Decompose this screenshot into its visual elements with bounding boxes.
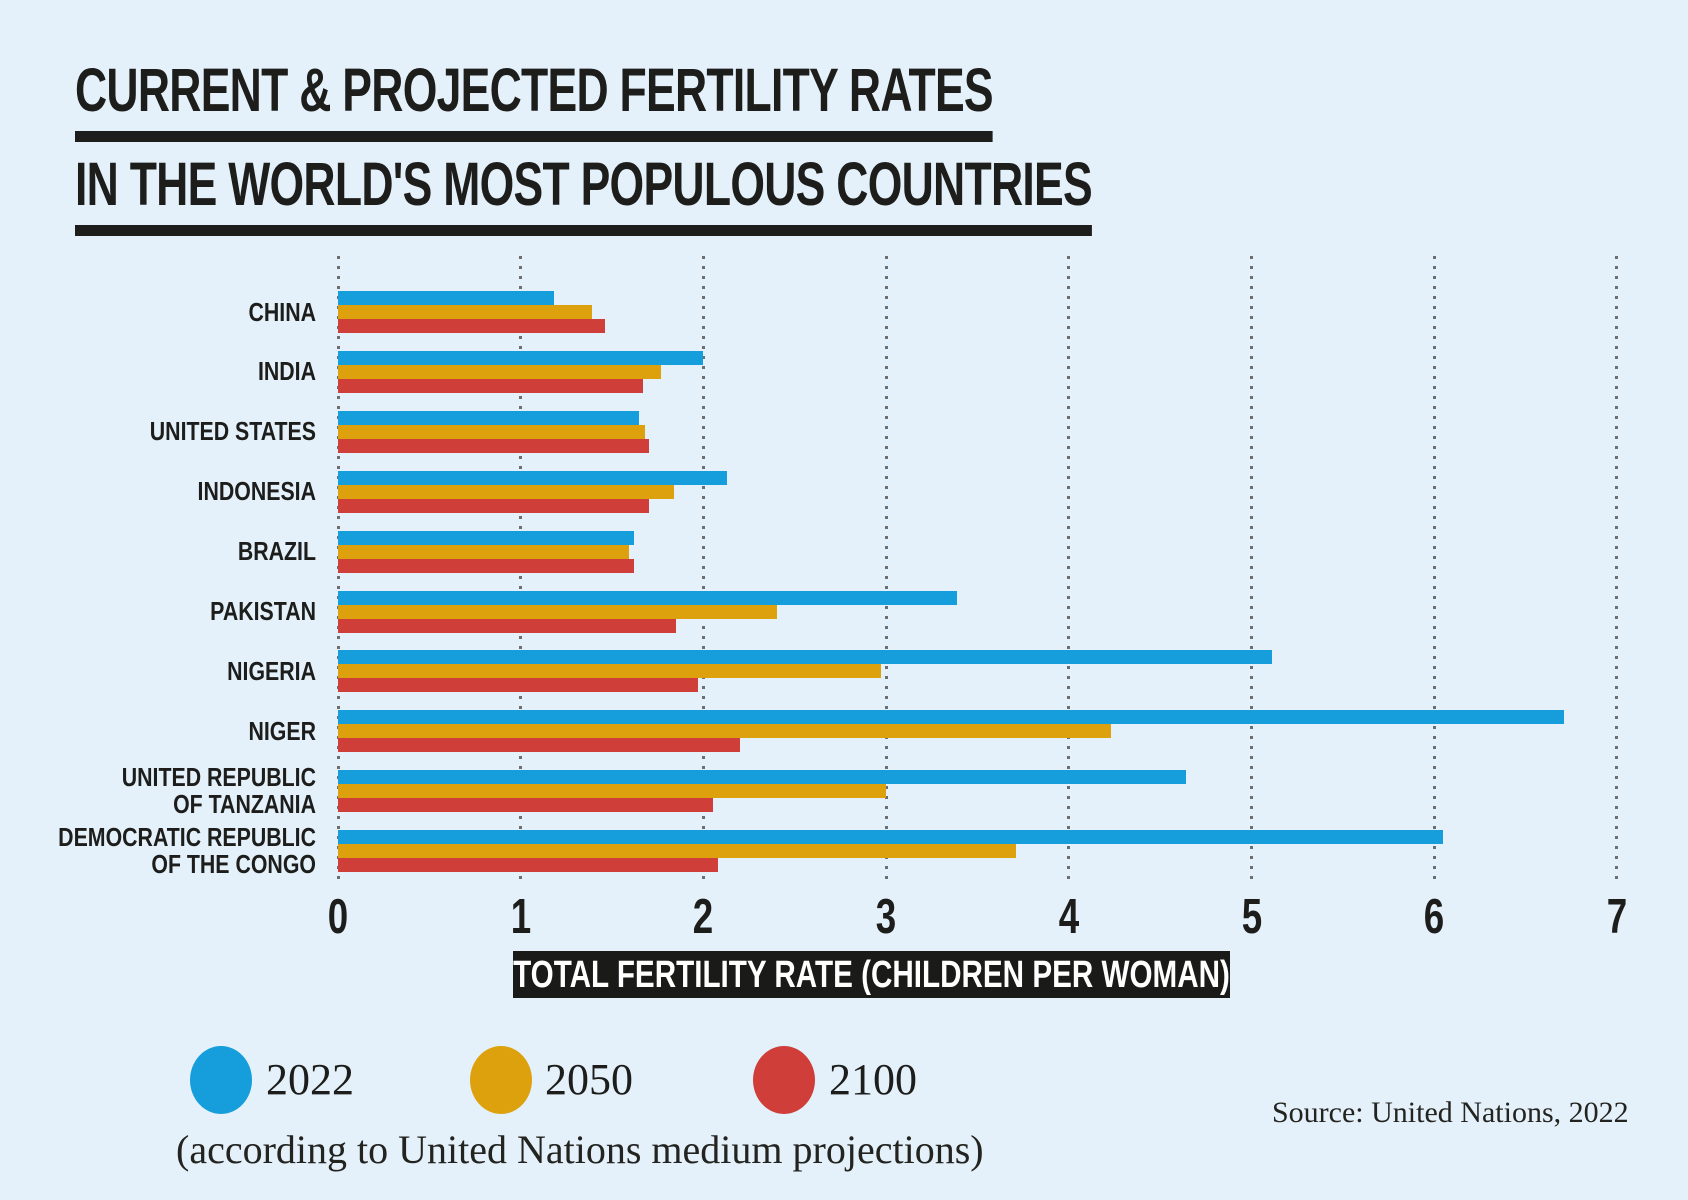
bar-2050-nigeria: [338, 664, 881, 679]
bar-2100-democratic-republic-of-the-congo: [338, 858, 719, 873]
bar-2100-united-states: [338, 438, 649, 453]
country-label-china: CHINA: [248, 296, 316, 327]
bar-2050-niger: [338, 724, 1111, 739]
title-block: CURRENT & PROJECTED FERTILITY RATES IN T…: [75, 60, 1468, 248]
bar-2022-pakistan: [338, 590, 958, 605]
x-tick-1: 1: [510, 890, 531, 944]
legend-dot-2022: [190, 1046, 252, 1114]
bar-2100-pakistan: [338, 618, 676, 633]
bar-2100-nigeria: [338, 678, 698, 693]
legend-label-2100: 2100: [829, 1055, 917, 1104]
bar-2050-united-republic-of-tanzania: [338, 784, 887, 799]
title-line-2: IN THE WORLD'S MOST POPULOUS COUNTRIES: [75, 154, 1468, 248]
x-tick-0: 0: [327, 890, 349, 944]
x-tick-3: 3: [875, 890, 897, 944]
title-line-1: CURRENT & PROJECTED FERTILITY RATES: [75, 60, 1468, 154]
x-tick-7: 7: [1606, 890, 1628, 944]
country-label-united-states: UNITED STATES: [149, 416, 316, 447]
x-tick-4: 4: [1058, 890, 1080, 944]
bar-2050-brazil: [338, 544, 629, 559]
x-tick-5: 5: [1241, 890, 1262, 944]
bar-2100-india: [338, 378, 644, 393]
bar-2022-brazil: [338, 530, 634, 545]
bar-2100-indonesia: [338, 498, 649, 513]
country-label-united-republic-of-tanzania: UNITED REPUBLIC OF TANZANIA: [121, 762, 316, 820]
gridline-7: [1615, 256, 1619, 884]
bar-2022-indonesia: [338, 470, 728, 485]
bar-2050-china: [338, 305, 592, 319]
gridline-2: [701, 256, 705, 884]
country-label-indonesia: INDONESIA: [197, 476, 316, 507]
bar-2022-india: [338, 350, 704, 365]
x-tick-2: 2: [693, 890, 714, 944]
country-label-brazil: BRAZIL: [237, 536, 316, 567]
legend-note: (according to United Nations medium proj…: [176, 1127, 984, 1172]
bar-2050-united-states: [338, 424, 645, 439]
x-axis-title: TOTAL FERTILITY RATE (CHILDREN PER WOMAN…: [513, 953, 1230, 996]
country-label-nigeria: NIGERIA: [227, 655, 316, 686]
bar-2050-democratic-republic-of-the-congo: [338, 844, 1016, 859]
legend-label-2022: 2022: [266, 1055, 354, 1104]
country-label-niger: NIGER: [248, 715, 316, 746]
gridline-4: [1067, 256, 1071, 884]
bar-2022-democratic-republic-of-the-congo: [338, 830, 1444, 845]
country-label-democratic-republic-of-the-congo: DEMOCRATIC REPUBLIC OF THE CONGO: [58, 822, 316, 880]
country-label-pakistan: PAKISTAN: [210, 596, 316, 626]
x-tick-6: 6: [1424, 890, 1445, 944]
gridline-3: [884, 256, 888, 884]
bar-2100-united-republic-of-tanzania: [338, 798, 713, 813]
bar-2022-united-republic-of-tanzania: [338, 770, 1186, 785]
legend-dot-2100: [753, 1046, 815, 1114]
bar-2022-nigeria: [338, 650, 1272, 665]
title-text-1: CURRENT & PROJECTED FERTILITY RATES: [75, 60, 994, 142]
gridline-5: [1250, 256, 1254, 884]
source-credit: Source: United Nations, 2022: [1272, 1096, 1629, 1129]
legend-label-2050: 2050: [545, 1055, 633, 1104]
x-axis-title-box: TOTAL FERTILITY RATE (CHILDREN PER WOMAN…: [513, 951, 1230, 998]
gridline-6: [1432, 256, 1436, 884]
bar-2022-united-states: [338, 410, 640, 425]
bar-2100-brazil: [338, 558, 634, 573]
country-label-india: INDIA: [257, 356, 316, 387]
bar-2022-china: [338, 291, 554, 305]
legend-dot-2050: [470, 1046, 532, 1114]
title-text-2: IN THE WORLD'S MOST POPULOUS COUNTRIES: [75, 154, 1093, 236]
bar-2050-pakistan: [338, 604, 777, 619]
bar-2050-india: [338, 364, 662, 379]
bar-2100-niger: [338, 738, 740, 753]
bar-2100-china: [338, 319, 605, 333]
bar-2022-niger: [338, 710, 1564, 725]
bar-2050-indonesia: [338, 484, 675, 499]
